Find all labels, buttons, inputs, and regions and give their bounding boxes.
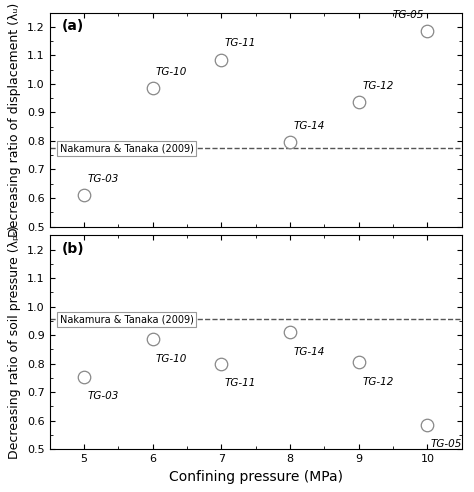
Y-axis label: Decreasing ratio of displacement (λᵤ): Decreasing ratio of displacement (λᵤ) (9, 2, 21, 237)
Text: TG-10: TG-10 (156, 67, 187, 77)
Text: Nakamura & Tanaka (2009): Nakamura & Tanaka (2009) (60, 143, 194, 153)
Text: TG-14: TG-14 (293, 346, 325, 357)
Text: TG-10: TG-10 (156, 354, 187, 364)
Text: TG-11: TG-11 (225, 378, 256, 388)
Text: TG-11: TG-11 (225, 38, 256, 48)
Y-axis label: Decreasing ratio of soil pressure (λₚₛ): Decreasing ratio of soil pressure (λₚₛ) (9, 225, 21, 459)
Text: TG-03: TG-03 (87, 391, 118, 401)
Text: TG-05: TG-05 (392, 10, 424, 20)
X-axis label: Confining pressure (MPa): Confining pressure (MPa) (169, 470, 343, 484)
Text: TG-12: TG-12 (362, 81, 393, 91)
Text: (b): (b) (62, 242, 84, 256)
Text: TG-05: TG-05 (431, 439, 462, 449)
Text: (a): (a) (62, 19, 84, 33)
Text: Nakamura & Tanaka (2009): Nakamura & Tanaka (2009) (60, 314, 194, 324)
Text: TG-03: TG-03 (87, 174, 118, 184)
Text: TG-14: TG-14 (293, 121, 325, 131)
Text: TG-12: TG-12 (362, 376, 393, 387)
